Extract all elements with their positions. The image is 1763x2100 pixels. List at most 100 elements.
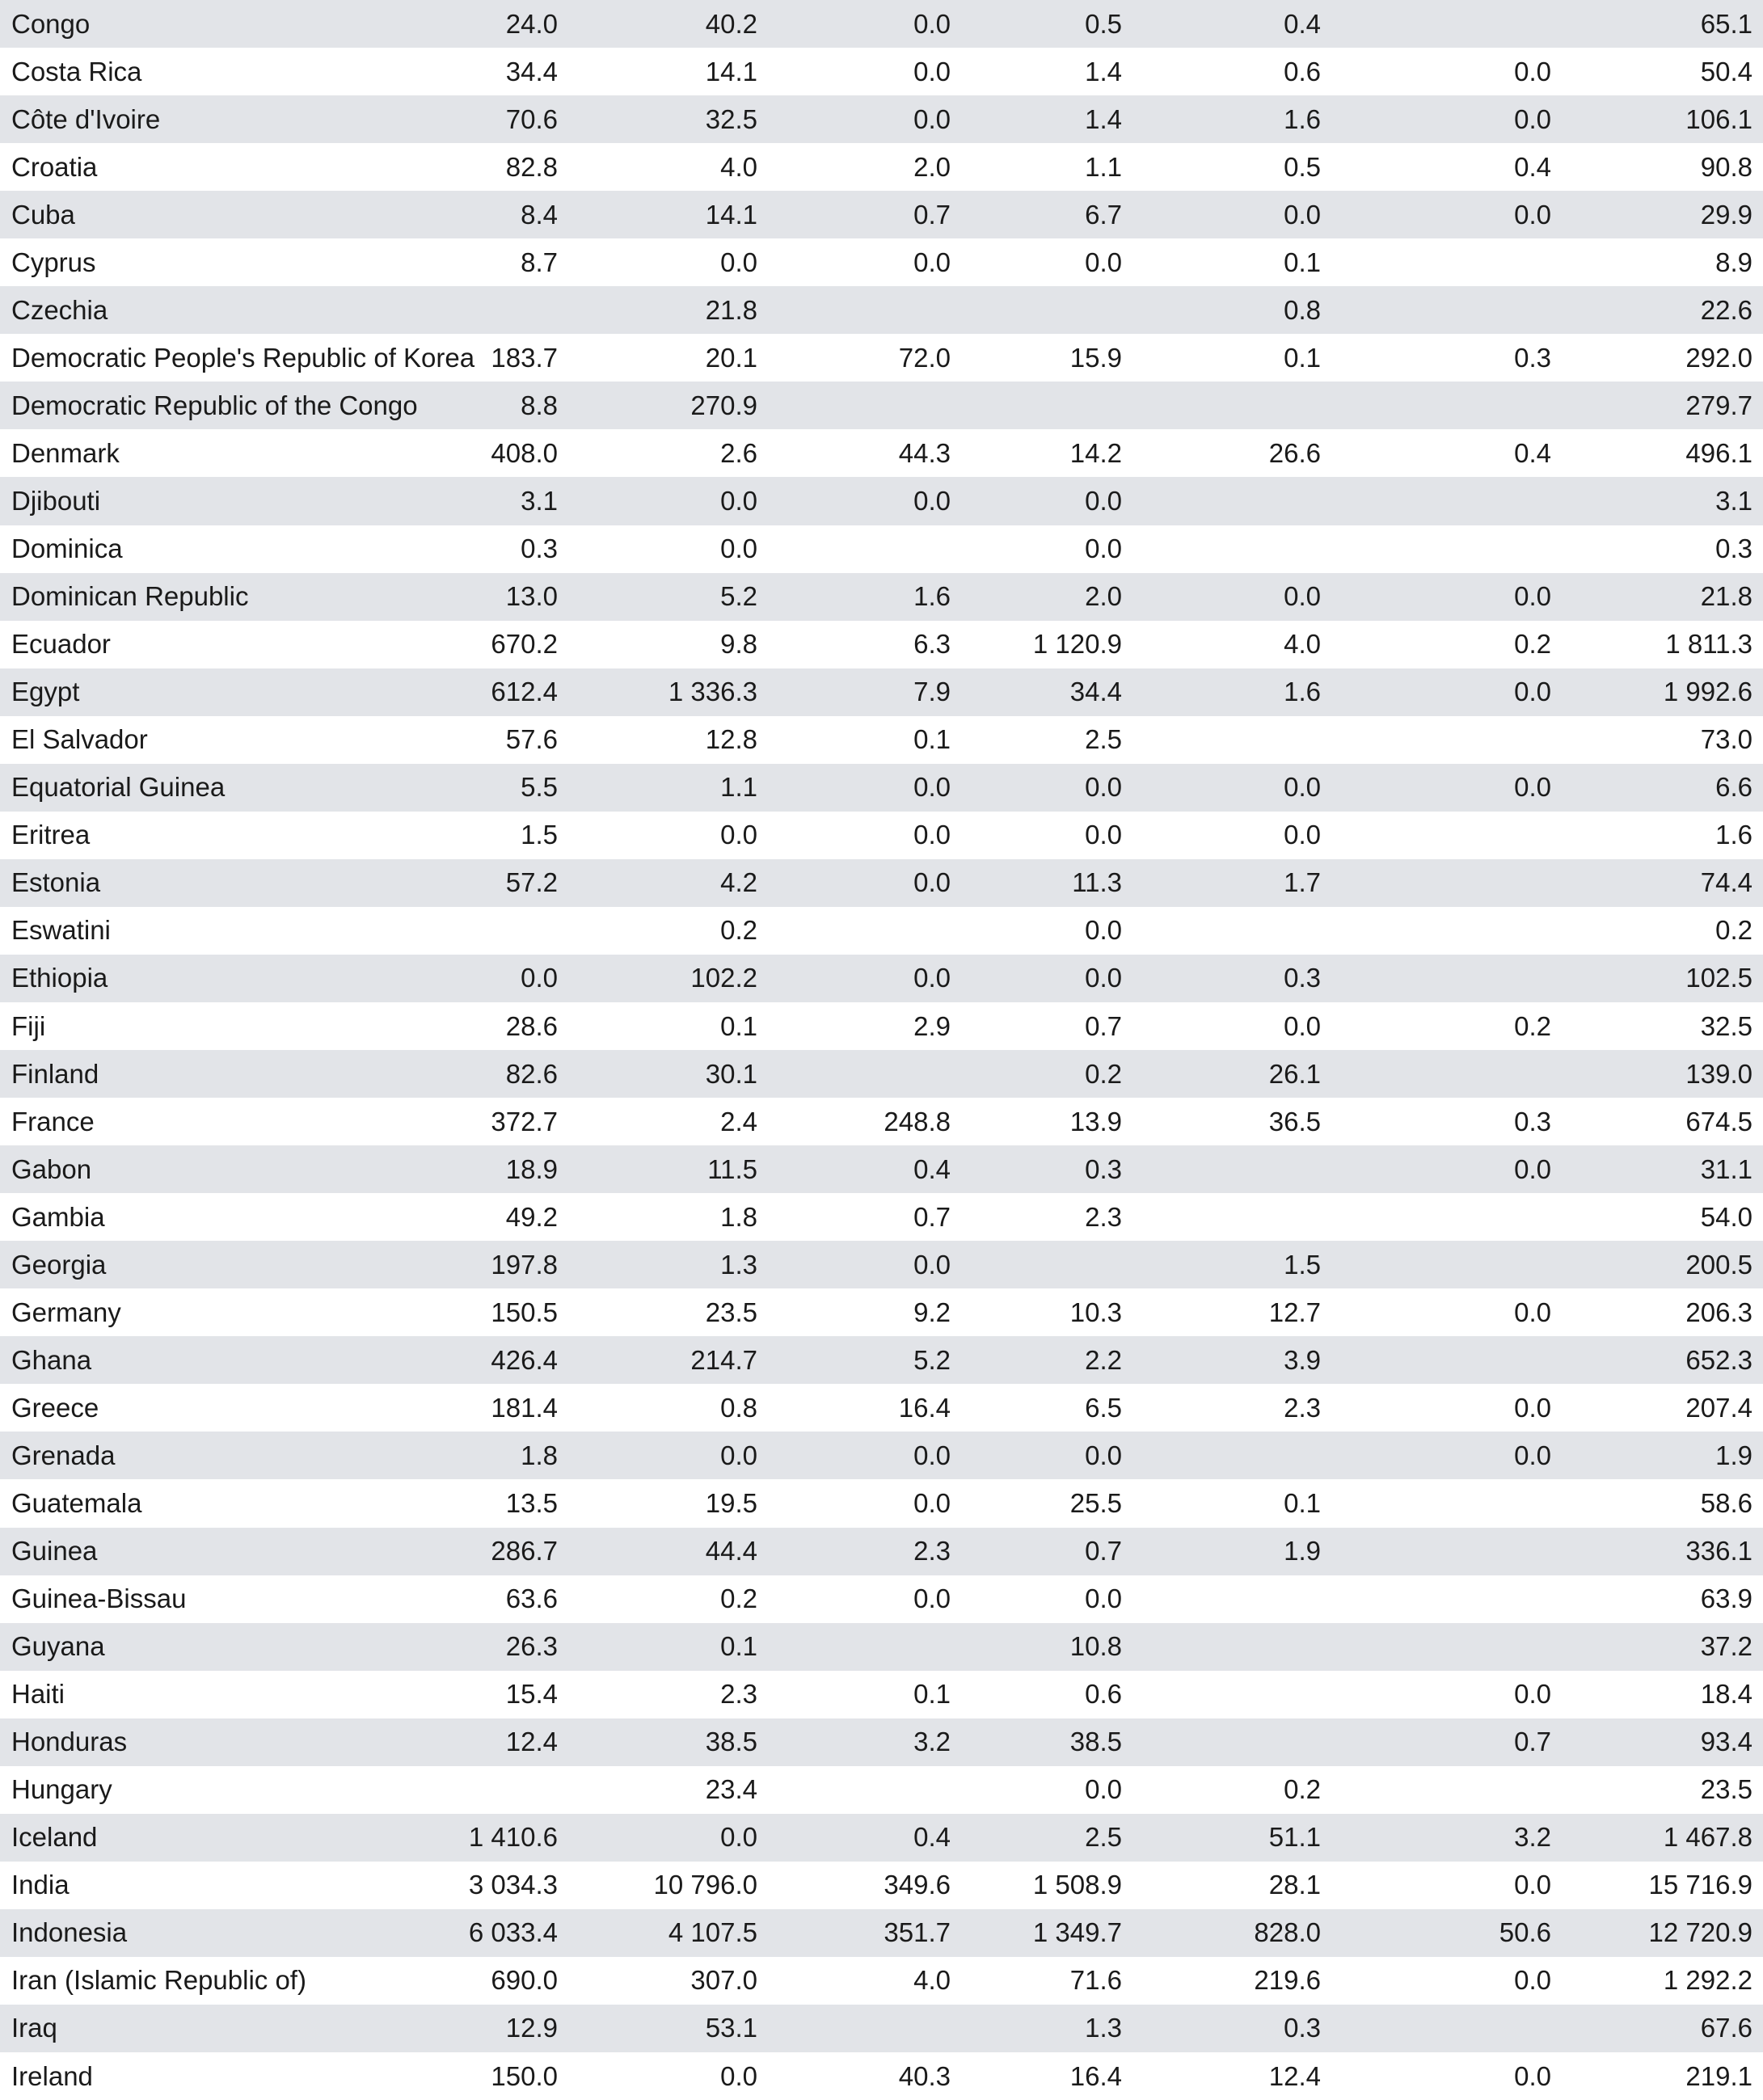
value-cell-4: 0.7 <box>1085 1010 1122 1041</box>
country-cell: Dominica <box>11 533 123 564</box>
country-cell: Guyana <box>11 1631 105 1662</box>
value-cell-2: 21.8 <box>705 294 757 325</box>
value-cell-1: 57.6 <box>505 724 558 755</box>
value-cell-1: 150.5 <box>491 1297 558 1327</box>
value-cell-4: 15.9 <box>1069 342 1122 373</box>
value-cell-1: 1.5 <box>521 820 558 850</box>
value-cell-6: 0.3 <box>1514 342 1551 373</box>
value-cell-4: 0.7 <box>1085 1536 1122 1567</box>
value-cell-4: 0.6 <box>1085 1679 1122 1710</box>
value-cell-6: 0.0 <box>1514 1153 1551 1184</box>
table-row: Iran (Islamic Republic of) 690.0 307.0 4.0 7… <box>0 1957 1763 2005</box>
value-cell-5: 1.6 <box>1284 677 1321 707</box>
country-cell: Ethiopia <box>11 963 108 993</box>
value-cell-3: 0.0 <box>913 103 951 134</box>
value-cell-1: 18.9 <box>505 1153 558 1184</box>
value-cell-1: 28.6 <box>505 1010 558 1041</box>
value-cell-2: 102.2 <box>690 963 757 993</box>
country-cell: Cuba <box>11 199 75 230</box>
value-cell-4: 10.8 <box>1069 1631 1122 1662</box>
table-row: Estonia 57.2 4.2 0.0 11.3 1.7 74.4 <box>0 858 1763 907</box>
value-cell-3: 6.3 <box>913 629 951 660</box>
value-cell-4: 1 349.7 <box>1032 1917 1122 1948</box>
value-cell-1: 0.0 <box>521 963 558 993</box>
value-cell-2: 30.1 <box>705 1058 757 1089</box>
value-cell-3: 44.3 <box>898 437 951 468</box>
country-cell: Estonia <box>11 867 101 898</box>
table-row: Egypt 612.4 1 336.3 7.9 34.4 1.6 0.0 1 992.6 <box>0 668 1763 716</box>
total-cell: 219.1 <box>1685 2060 1752 2091</box>
table-row: Iraq 12.9 53.1 1.3 0.3 67.6 <box>0 2004 1763 2053</box>
value-cell-1: 612.4 <box>491 677 558 707</box>
value-cell-2: 0.2 <box>720 915 757 946</box>
table-row: Honduras 12.4 38.5 3.2 38.5 0.7 93.4 <box>0 1718 1763 1766</box>
table-row: Haiti 15.4 2.3 0.1 0.6 0.0 18.4 <box>0 1671 1763 1718</box>
value-cell-2: 44.4 <box>705 1536 757 1567</box>
value-cell-2: 5.2 <box>720 581 757 612</box>
table-row: Gabon 18.9 11.5 0.4 0.3 0.0 31.1 <box>0 1145 1763 1194</box>
value-cell-4: 10.3 <box>1069 1297 1122 1327</box>
value-cell-1: 1.8 <box>521 1440 558 1470</box>
value-cell-5: 1.5 <box>1284 1249 1321 1280</box>
value-cell-4: 0.3 <box>1085 1153 1122 1184</box>
total-cell: 63.9 <box>1700 1583 1752 1614</box>
value-cell-5: 0.0 <box>1284 772 1321 803</box>
country-cell: Greece <box>11 1392 99 1423</box>
value-cell-1: 82.6 <box>505 1058 558 1089</box>
value-cell-4: 0.0 <box>1085 915 1122 946</box>
country-cell: Costa Rica <box>11 56 142 86</box>
country-cell: Eritrea <box>11 820 91 850</box>
value-cell-5: 0.1 <box>1284 342 1321 373</box>
total-cell: 1 292.2 <box>1663 1965 1752 1996</box>
total-cell: 54.0 <box>1700 1201 1752 1232</box>
value-cell-1: 8.7 <box>521 247 558 277</box>
value-cell-1: 408.0 <box>491 437 558 468</box>
value-cell-1: 24.0 <box>505 8 558 39</box>
value-cell-3: 9.2 <box>913 1297 951 1327</box>
table-row: Germany 150.5 23.5 9.2 10.3 12.7 0.0 206.3 <box>0 1288 1763 1336</box>
value-cell-6: 0.2 <box>1514 629 1551 660</box>
country-cell: El Salvador <box>11 724 148 755</box>
table-row: Indonesia 6 033.4 4 107.5 351.7 1 349.7 828.0… <box>0 1908 1763 1957</box>
value-cell-4: 2.5 <box>1085 1822 1122 1853</box>
country-cell: Iceland <box>11 1822 98 1853</box>
value-cell-5: 0.2 <box>1284 1774 1321 1805</box>
value-cell-3: 7.9 <box>913 677 951 707</box>
value-cell-1: 286.7 <box>491 1536 558 1567</box>
value-cell-5: 0.0 <box>1284 820 1321 850</box>
value-cell-4: 25.5 <box>1069 1487 1122 1518</box>
value-cell-1: 8.8 <box>521 390 558 420</box>
value-cell-4: 71.6 <box>1069 1965 1122 1996</box>
country-cell: Czechia <box>11 294 108 325</box>
country-cell: Guinea <box>11 1536 98 1567</box>
value-cell-3: 0.7 <box>913 199 951 230</box>
value-cell-2: 19.5 <box>705 1487 757 1518</box>
table-row: Democratic Republic of the Congo 8.8 270.9… <box>0 382 1763 430</box>
value-cell-4: 11.3 <box>1072 867 1122 898</box>
table-row: India 3 034.3 10 796.0 349.6 1 508.9 28.1 0.0 1… <box>0 1862 1763 1909</box>
table-row: Cuba 8.4 14.1 0.7 6.7 0.0 0.0 29.9 <box>0 191 1763 239</box>
value-cell-1: 690.0 <box>491 1965 558 1996</box>
table-row: Hungary 23.4 0.0 0.2 23.5 <box>0 1766 1763 1814</box>
country-cell: Cyprus <box>11 247 96 277</box>
value-cell-6: 0.0 <box>1514 1392 1551 1423</box>
table-row: Greece 181.4 0.8 16.4 6.5 2.3 0.0 207.4 <box>0 1384 1763 1432</box>
value-cell-3: 5.2 <box>913 1344 951 1375</box>
country-cell: Democratic Republic of the Congo <box>11 390 418 420</box>
value-cell-6: 0.0 <box>1514 56 1551 86</box>
country-cell: Dominican Republic <box>11 581 249 612</box>
value-cell-3: 0.1 <box>913 1679 951 1710</box>
country-cell: Grenada <box>11 1440 116 1470</box>
value-cell-1: 13.0 <box>505 581 558 612</box>
value-cell-6: 0.0 <box>1514 1965 1551 1996</box>
value-cell-1: 82.8 <box>505 151 558 182</box>
value-cell-5: 1.9 <box>1284 1536 1321 1567</box>
total-cell: 22.6 <box>1700 294 1752 325</box>
value-cell-5: 0.0 <box>1284 581 1321 612</box>
total-cell: 29.9 <box>1700 199 1752 230</box>
value-cell-4: 0.0 <box>1085 1440 1122 1470</box>
value-cell-1: 5.5 <box>521 772 558 803</box>
total-cell: 93.4 <box>1700 1727 1752 1757</box>
total-cell: 106.1 <box>1685 103 1752 134</box>
total-cell: 73.0 <box>1700 724 1752 755</box>
